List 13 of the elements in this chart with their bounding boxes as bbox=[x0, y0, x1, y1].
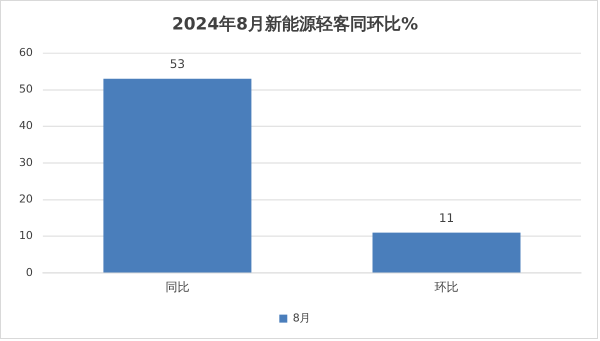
legend-label: 8月 bbox=[292, 311, 311, 324]
data-label: 11 bbox=[438, 210, 454, 225]
x-tick-label: 环比 bbox=[434, 280, 459, 294]
y-tick-label: 60 bbox=[18, 46, 33, 59]
y-tick-label: 20 bbox=[18, 192, 33, 206]
y-tick-label: 10 bbox=[18, 229, 33, 242]
chart-title: 2024年8月新能源轻客同环比% bbox=[172, 13, 418, 34]
x-tick-label: 同比 bbox=[165, 280, 190, 294]
y-tick-label: 50 bbox=[18, 82, 33, 96]
y-tick-label: 30 bbox=[18, 156, 33, 169]
data-label: 53 bbox=[170, 56, 186, 71]
y-tick-label: 0 bbox=[26, 266, 33, 279]
y-tick-label: 40 bbox=[18, 119, 33, 132]
